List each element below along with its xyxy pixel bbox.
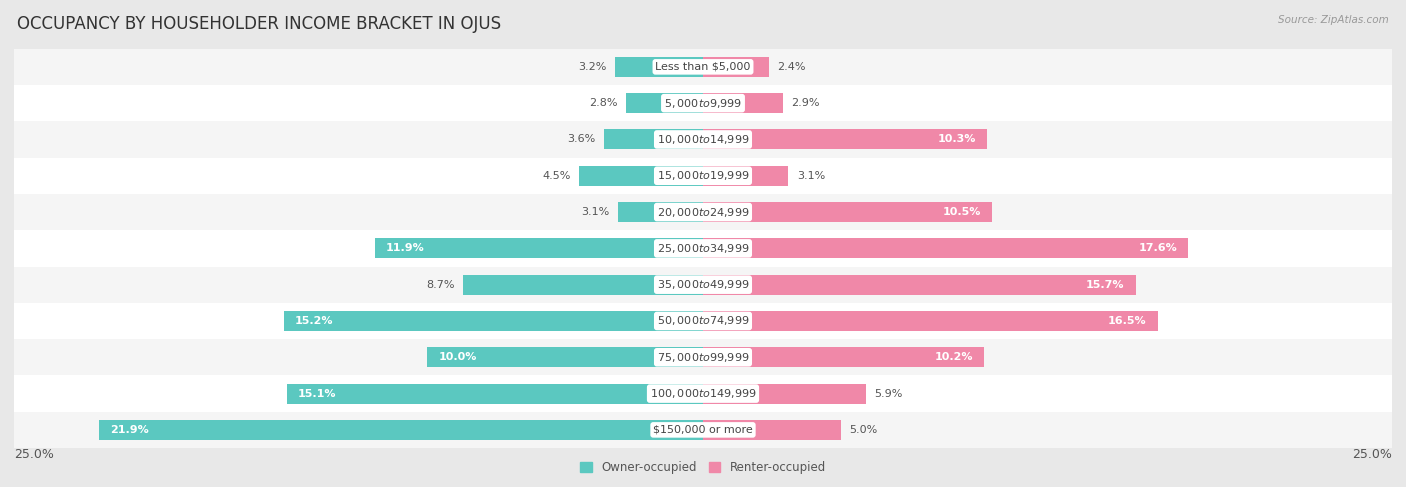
Text: 11.9%: 11.9% [387,244,425,253]
Text: $100,000 to $149,999: $100,000 to $149,999 [650,387,756,400]
Bar [14,49,1392,85]
Text: $50,000 to $74,999: $50,000 to $74,999 [657,315,749,327]
Bar [14,121,1392,158]
Bar [284,311,703,331]
Bar [703,311,1157,331]
Legend: Owner-occupied, Renter-occupied: Owner-occupied, Renter-occupied [579,461,827,474]
Text: Source: ZipAtlas.com: Source: ZipAtlas.com [1278,15,1389,25]
Text: 3.1%: 3.1% [581,207,609,217]
Text: $150,000 or more: $150,000 or more [654,425,752,435]
Text: 25.0%: 25.0% [14,448,53,461]
Text: 17.6%: 17.6% [1139,244,1177,253]
Bar [703,347,984,367]
Text: 10.3%: 10.3% [938,134,976,145]
Bar [14,85,1392,121]
Bar [626,93,703,113]
Bar [287,384,703,404]
Text: $15,000 to $19,999: $15,000 to $19,999 [657,169,749,182]
Bar [703,275,1136,295]
Bar [463,275,703,295]
Text: 10.5%: 10.5% [943,207,981,217]
Text: 3.2%: 3.2% [578,62,606,72]
Text: 2.4%: 2.4% [778,62,806,72]
Text: 15.1%: 15.1% [298,389,336,398]
Bar [603,130,703,150]
Bar [375,238,703,258]
Text: 4.5%: 4.5% [543,171,571,181]
Bar [703,130,987,150]
Text: $25,000 to $34,999: $25,000 to $34,999 [657,242,749,255]
Text: $35,000 to $49,999: $35,000 to $49,999 [657,278,749,291]
Bar [14,158,1392,194]
Bar [614,57,703,77]
Bar [14,375,1392,412]
Bar [703,238,1188,258]
Text: 15.7%: 15.7% [1085,280,1125,290]
Text: $75,000 to $99,999: $75,000 to $99,999 [657,351,749,364]
Bar [703,202,993,222]
Bar [14,194,1392,230]
Text: OCCUPANCY BY HOUSEHOLDER INCOME BRACKET IN OJUS: OCCUPANCY BY HOUSEHOLDER INCOME BRACKET … [17,15,501,33]
Text: 2.9%: 2.9% [792,98,820,108]
Bar [14,230,1392,266]
Text: 16.5%: 16.5% [1108,316,1147,326]
Text: 2.8%: 2.8% [589,98,617,108]
Text: 10.0%: 10.0% [439,352,477,362]
Text: 3.1%: 3.1% [797,171,825,181]
Bar [14,339,1392,375]
Bar [14,412,1392,448]
Bar [703,384,866,404]
Bar [703,57,769,77]
Bar [100,420,703,440]
Text: 8.7%: 8.7% [426,280,456,290]
Bar [703,93,783,113]
Text: $10,000 to $14,999: $10,000 to $14,999 [657,133,749,146]
Bar [427,347,703,367]
Text: 15.2%: 15.2% [295,316,333,326]
Text: $20,000 to $24,999: $20,000 to $24,999 [657,206,749,219]
Bar [703,166,789,186]
Bar [579,166,703,186]
Text: $5,000 to $9,999: $5,000 to $9,999 [664,96,742,110]
Bar [14,303,1392,339]
Bar [703,420,841,440]
Text: 10.2%: 10.2% [935,352,973,362]
Text: 3.6%: 3.6% [567,134,596,145]
Bar [617,202,703,222]
Text: 21.9%: 21.9% [111,425,149,435]
Bar [14,266,1392,303]
Text: 25.0%: 25.0% [1353,448,1392,461]
Text: 5.9%: 5.9% [875,389,903,398]
Text: Less than $5,000: Less than $5,000 [655,62,751,72]
Text: 5.0%: 5.0% [849,425,877,435]
